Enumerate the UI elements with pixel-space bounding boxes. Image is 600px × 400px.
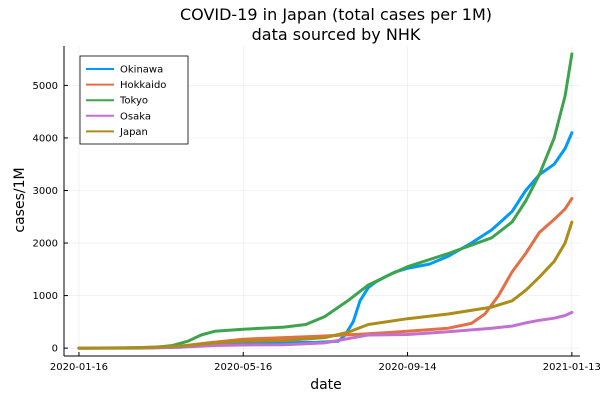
legend-label-japan: Japan	[119, 127, 148, 138]
legend-label-hokkaido: Hokkaido	[120, 80, 166, 91]
legend-label-tokyo: Tokyo	[119, 96, 148, 107]
y-tick-label: 1000	[33, 291, 58, 302]
y-tick-label: 4000	[33, 133, 58, 144]
series-line-osaka	[77, 310, 574, 350]
chart-subtitle: data sourced by NHK	[252, 25, 421, 44]
y-axis-label: cases/1M	[12, 167, 28, 232]
y-tick-label: 2000	[33, 239, 58, 250]
legend-label-osaka: Osaka	[120, 111, 151, 122]
series-line-tokyo	[77, 52, 574, 350]
y-tick-label: 5000	[33, 81, 58, 92]
y-tick-label: 3000	[33, 186, 58, 197]
x-tick-label: 2020-05-16	[214, 362, 272, 373]
x-tick-label: 2020-09-14	[378, 362, 436, 373]
series-lines	[77, 52, 574, 350]
legend-label-okinawa: Okinawa	[120, 65, 163, 76]
legend: Okinawa Hokkaido Tokyo Osaka Japan	[79, 55, 189, 145]
chart-title: COVID-19 in Japan (total cases per 1M)	[180, 5, 492, 24]
x-axis-label: date	[310, 377, 342, 393]
series-line-japan	[77, 220, 574, 350]
y-tick-label: 0	[52, 344, 58, 355]
x-tick-label: 2021-01-13	[543, 362, 600, 373]
axes: 2020-01-16 2020-05-16 2020-09-14 2021-01-13…	[33, 46, 600, 373]
x-tick-label: 2020-01-16	[50, 362, 108, 373]
